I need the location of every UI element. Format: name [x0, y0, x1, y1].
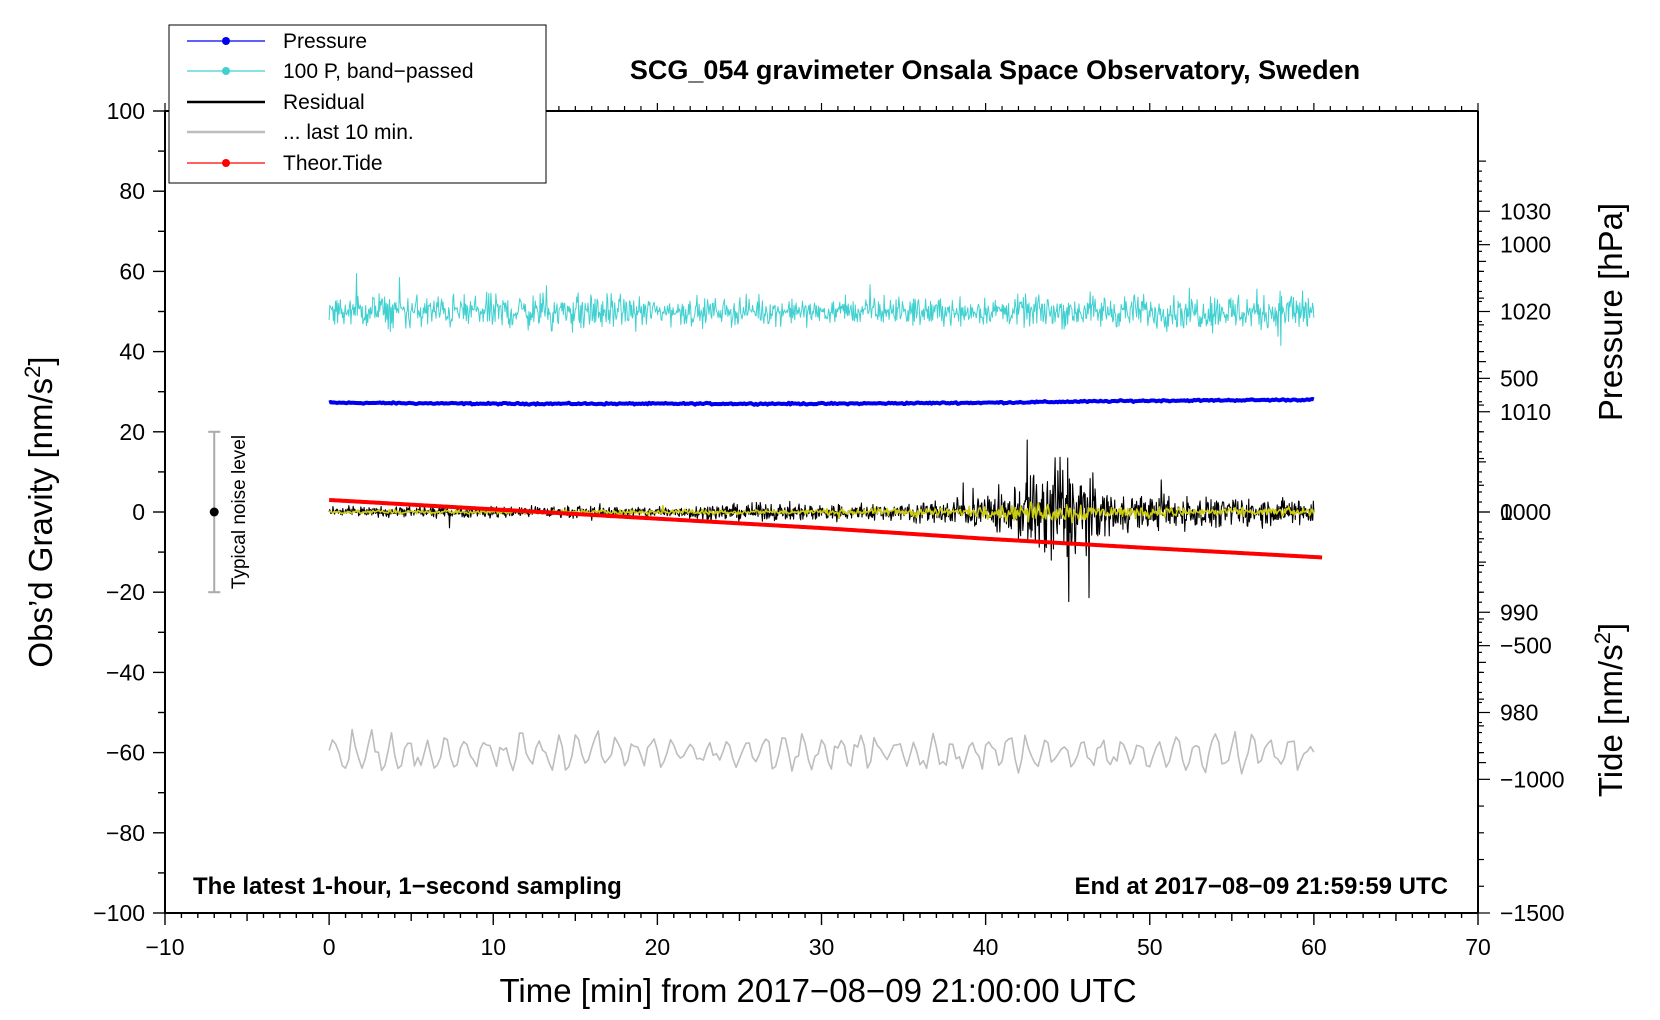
- tide-tick-label: −1000: [1500, 766, 1565, 792]
- legend-label-pressure: Pressure: [283, 30, 367, 53]
- tide-tick-label: 1000: [1500, 232, 1551, 258]
- x-tick-label: 30: [809, 934, 835, 960]
- legend-marker-1: [222, 67, 230, 75]
- y-tick-label: 0: [132, 499, 145, 525]
- legend-label-residual: Residual: [283, 91, 365, 114]
- tide-tick-label: −500: [1500, 633, 1552, 659]
- pressure-tick-label: 980: [1500, 700, 1538, 726]
- y-tick-label: 80: [119, 178, 145, 204]
- x-tick-label: 0: [323, 934, 336, 960]
- legend-label-theor-tide: Theor.Tide: [283, 152, 383, 175]
- chart-title: SCG_054 gravimeter Onsala Space Observat…: [630, 55, 1360, 85]
- tide-axis-title: Tide [nm/s2]: [1590, 623, 1629, 797]
- x-tick-label: 50: [1137, 934, 1163, 960]
- x-tick-label: 10: [480, 934, 506, 960]
- pressure-axis-title: Pressure [hPa]: [1592, 203, 1629, 421]
- y-tick-label: 20: [119, 419, 145, 445]
- axes-layer: −10 0 10 20 30 40 50 60 70−100−80−60−40−20020406…: [93, 98, 1564, 960]
- pressure-tick-label: 990: [1500, 599, 1538, 625]
- y-tick-label: −100: [93, 900, 145, 926]
- pressure-tick-label: 1010: [1500, 399, 1551, 425]
- annotation-end-time: End at 2017−08−09 21:59:59 UTC: [1074, 873, 1448, 900]
- y-axis-title: Obs’d Gravity [nm/s2]: [20, 356, 59, 667]
- x-axis-title: Time [min] from 2017−08−09 21:00:00 UTC: [499, 972, 1136, 1009]
- tide-tick-label: −1500: [1500, 900, 1565, 926]
- noise-level-label: Typical noise level: [229, 435, 250, 589]
- pressure-tick-label: 1000: [1500, 499, 1551, 525]
- legend-marker-0: [222, 37, 230, 45]
- series-theor-tide: [328, 497, 1323, 560]
- pressure-tick-label: 1030: [1500, 198, 1551, 224]
- tide-tick-label: 500: [1500, 365, 1538, 391]
- y-tick-label: 40: [119, 339, 145, 365]
- y-axis-title-main: Obs’d Gravity [nm/s: [22, 378, 59, 668]
- series-last-10-min: [328, 728, 1315, 775]
- legend-label-last-10-min: ... last 10 min.: [283, 121, 414, 144]
- y-tick-label: −80: [106, 820, 145, 846]
- series-layer: [328, 272, 1323, 775]
- tide-tick-label: 0: [1500, 499, 1513, 525]
- x-tick-label: 40: [973, 934, 999, 960]
- x-tick-label: −10: [145, 934, 184, 960]
- series-residual: [328, 439, 1315, 603]
- y-tick-label: 100: [107, 98, 145, 124]
- y-axis-title-sup: 2: [20, 366, 45, 378]
- legend-marker-4: [222, 159, 230, 167]
- tide-axis-title-end: ]: [1592, 623, 1629, 632]
- tide-axis-title-main: Tide [nm/s: [1592, 644, 1629, 797]
- y-tick-label: 60: [119, 258, 145, 284]
- y-tick-label: −40: [106, 659, 145, 685]
- legend-box: [168, 24, 547, 184]
- y-tick-label: −20: [106, 579, 145, 605]
- legend: Pressure 100 P, band−passed Residual ...…: [168, 24, 547, 184]
- annotation-sampling: The latest 1-hour, 1−second sampling: [193, 873, 622, 900]
- y-tick-label: −60: [106, 740, 145, 766]
- series-100-p-band-passed: [328, 272, 1315, 346]
- pressure-tick-label: 1020: [1500, 299, 1551, 325]
- x-tick-label: 70: [1465, 934, 1491, 960]
- noise-bar-center-marker: [209, 507, 219, 517]
- series-pressure: [328, 396, 1315, 407]
- x-tick-label: 20: [645, 934, 671, 960]
- x-tick-label: 60: [1301, 934, 1327, 960]
- tide-axis-title-sup: 2: [1590, 632, 1615, 644]
- y-axis-title-end: ]: [22, 356, 59, 365]
- legend-label-bandpassed: 100 P, band−passed: [283, 60, 474, 83]
